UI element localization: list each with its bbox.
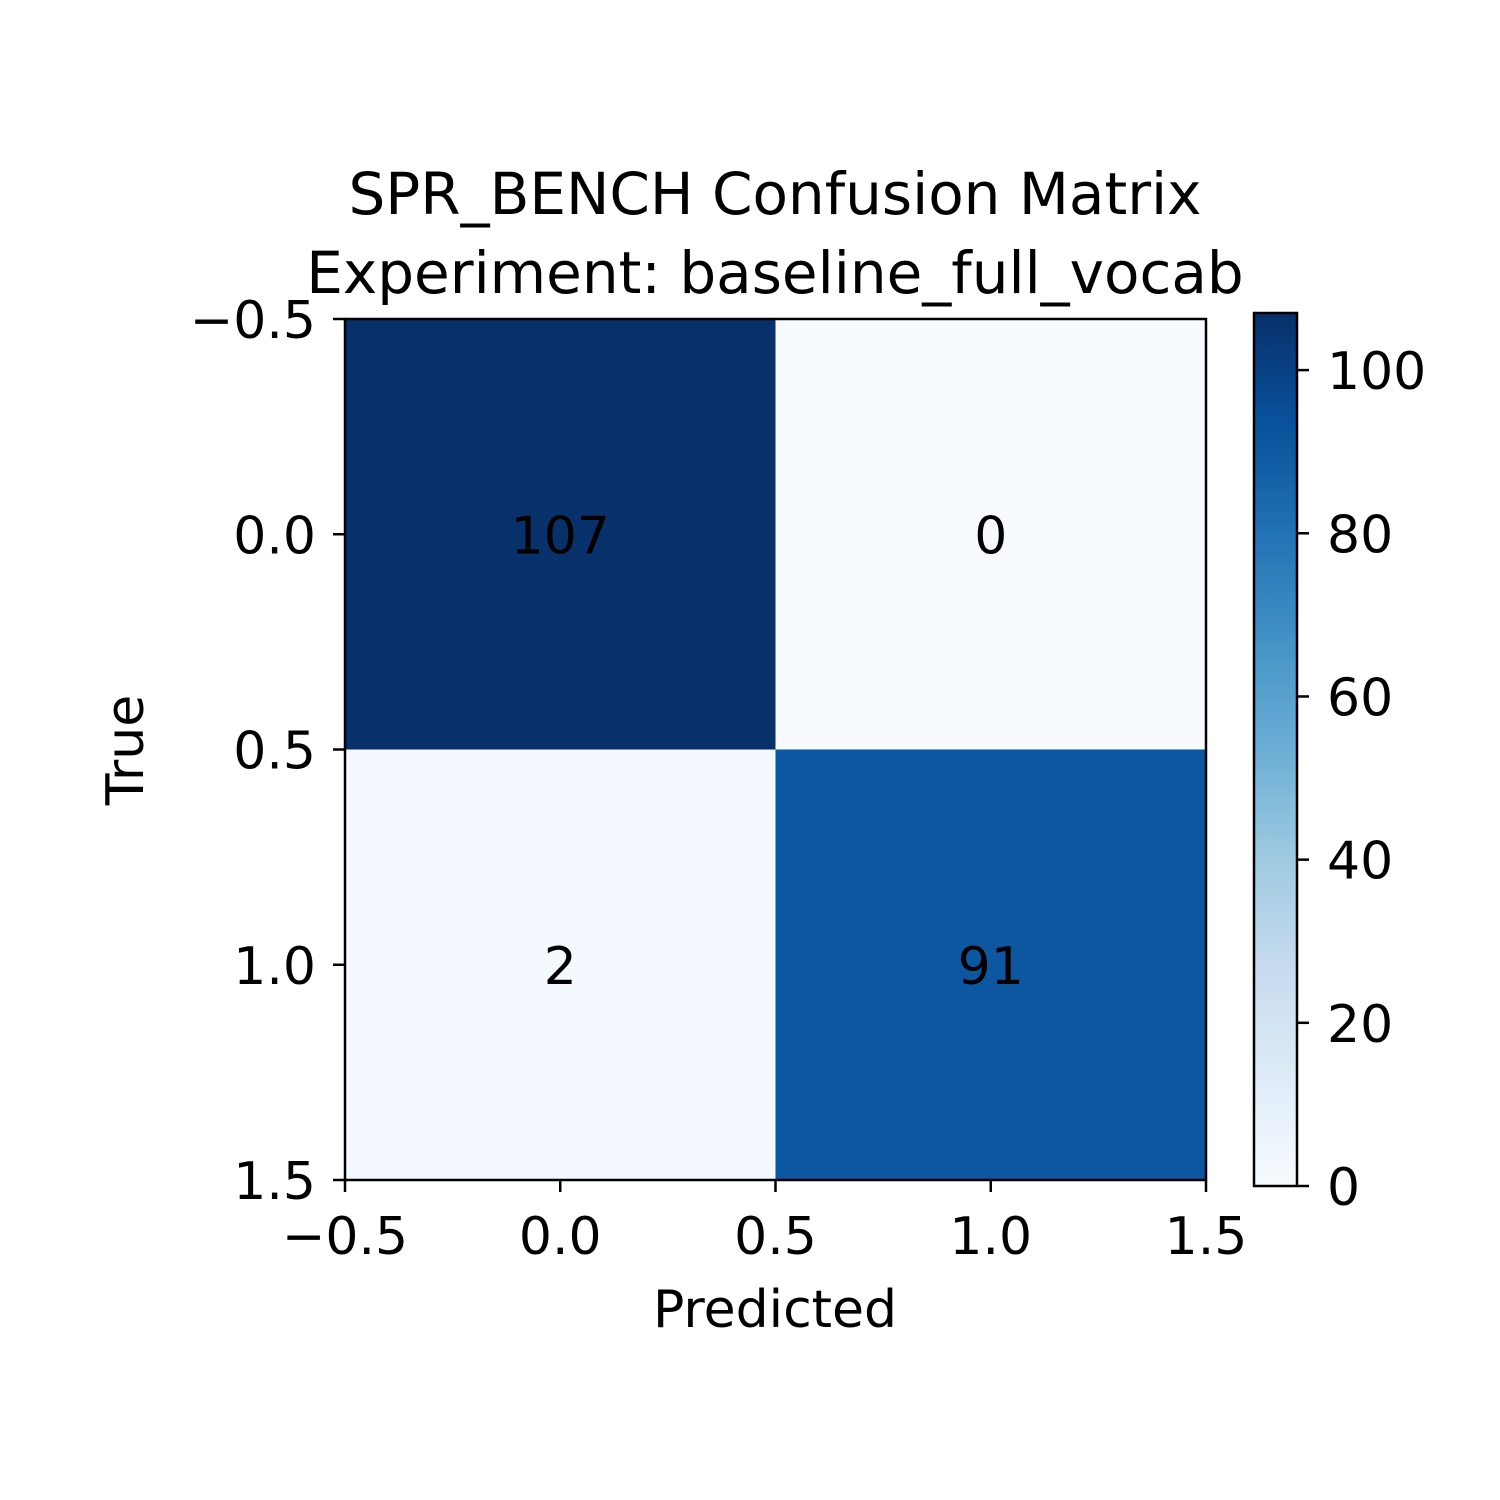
y-tick-label: 0.5 (233, 722, 316, 782)
x-axis-label: Predicted (653, 1280, 897, 1340)
cell-value-label: 2 (544, 937, 577, 997)
colorbar-tick-label: 100 (1327, 342, 1426, 402)
heatmap-cells (345, 319, 1206, 1180)
colorbar-tick-label: 20 (1327, 995, 1393, 1055)
heatmap-cell (345, 319, 776, 750)
y-tick-label: 1.5 (233, 1152, 316, 1212)
colorbar-tick-label: 0 (1327, 1158, 1360, 1218)
chart-subtitle: Experiment: baseline_full_vocab (306, 239, 1244, 307)
x-tick-label: 1.0 (949, 1207, 1032, 1267)
colorbar (1252, 311, 1299, 1188)
x-tick-label: −0.5 (282, 1207, 408, 1267)
heatmap-cell (775, 319, 1206, 750)
heatmap-cell (775, 749, 1206, 1180)
chart-title: SPR_BENCH Confusion Matrix (348, 160, 1201, 228)
x-tick-label: 0.5 (734, 1207, 817, 1267)
x-tick-label: 0.0 (519, 1207, 602, 1267)
y-axis-label: True (96, 695, 156, 806)
x-axis-ticks: −0.5 0.0 0.5 1.0 1.5 (282, 1180, 1247, 1267)
y-tick-label: 0.0 (233, 506, 316, 566)
colorbar-tick-label: 40 (1327, 832, 1393, 892)
cell-value-label: 107 (511, 506, 610, 566)
y-tick-label: −0.5 (190, 291, 316, 351)
y-axis-ticks: −0.5 0.0 0.5 1.0 1.5 (190, 291, 345, 1212)
cell-value-label: 0 (974, 506, 1007, 566)
colorbar-tick-label: 60 (1327, 668, 1393, 728)
x-tick-label: 1.5 (1165, 1207, 1248, 1267)
heatmap-cell (345, 749, 776, 1180)
cell-value-label: 91 (958, 937, 1024, 997)
colorbar-tick-label: 80 (1327, 505, 1393, 565)
cell-value-labels: 107 0 2 91 (511, 506, 1024, 997)
colorbar-ticks: 0 20 40 60 80 100 (1297, 342, 1426, 1218)
y-tick-label: 1.0 (233, 937, 316, 997)
